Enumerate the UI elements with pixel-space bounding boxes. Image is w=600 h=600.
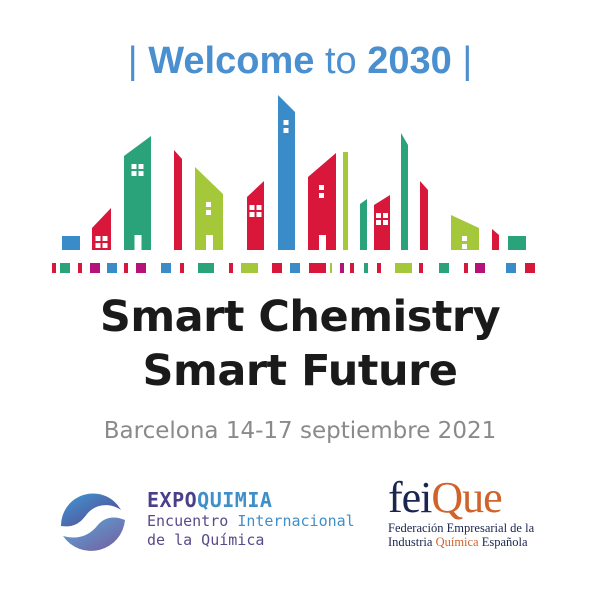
building-window: [206, 210, 211, 215]
ground-dash: [419, 263, 423, 273]
building-window: [462, 244, 467, 249]
ground-dash: [107, 263, 117, 273]
building: [174, 150, 182, 250]
ground-dash: [475, 263, 485, 273]
building: [374, 195, 390, 250]
building-window: [283, 128, 289, 133]
building-window: [102, 243, 108, 248]
ground-dash: [340, 263, 344, 273]
ground-dash: [52, 263, 56, 273]
headline-line2: Smart Future: [142, 346, 458, 396]
expoquimia-title: EXPOQUIMIA: [147, 488, 273, 512]
feique-wordmark: feiQue: [388, 473, 503, 522]
ground-dash: [290, 263, 300, 273]
building-window: [138, 171, 144, 176]
building: [62, 236, 80, 250]
building-door: [134, 235, 142, 250]
ground-dash: [229, 263, 233, 273]
building-window: [138, 164, 144, 169]
building: [247, 181, 264, 250]
ground-dash: [180, 263, 184, 273]
headline-line1: Smart Chemistry: [99, 292, 501, 342]
building-window: [256, 212, 262, 217]
building: [308, 153, 336, 250]
building: [92, 208, 111, 250]
ground-dash: [90, 263, 100, 273]
building: [124, 136, 151, 250]
feique-logo: feiQue Federación Empresarial de la Indu…: [388, 473, 558, 550]
building-window: [319, 193, 324, 198]
ground-dash: [439, 263, 449, 273]
building-window: [131, 171, 137, 176]
expoquimia-subtitle-1: Encuentro Internacional: [147, 512, 355, 530]
ground-dash: [364, 263, 368, 273]
building-window: [206, 202, 211, 207]
building-window: [383, 213, 388, 218]
ground-dash: [241, 263, 258, 273]
ground-dash: [60, 263, 70, 273]
welcome-heading: | Welcome to 2030 |: [127, 40, 473, 82]
building-door: [206, 235, 213, 250]
building-window: [249, 205, 255, 210]
ground-dash: [525, 263, 535, 273]
building-window: [95, 236, 101, 241]
ground-dash: [395, 263, 412, 273]
ground-dash: [330, 263, 332, 273]
building: [195, 167, 223, 250]
expoquimia-swirl-icon: [60, 493, 125, 551]
ground-dash: [309, 263, 326, 273]
building-window: [283, 120, 289, 125]
ground-dash: [161, 263, 171, 273]
feique-subtitle-1: Federación Empresarial de la: [388, 521, 535, 535]
building: [508, 236, 526, 250]
ground-dash: [198, 263, 214, 273]
ground-dash: [124, 263, 128, 273]
event-dates: Barcelona 14-17 septiembre 2021: [103, 418, 497, 444]
building: [343, 152, 348, 250]
ground-dash: [136, 263, 146, 273]
building-window: [462, 236, 467, 241]
building-window: [376, 220, 381, 225]
building: [420, 181, 428, 250]
feique-subtitle-2: Industria Química Española: [388, 535, 528, 549]
building-window: [319, 185, 324, 190]
expoquimia-subtitle-2: de la Química: [147, 531, 265, 549]
ground-dash: [377, 263, 381, 273]
building-window: [256, 205, 262, 210]
building-window: [131, 164, 137, 169]
building: [492, 229, 499, 250]
ground-dash: [78, 263, 82, 273]
building-door: [319, 235, 326, 250]
building-window: [249, 212, 255, 217]
building: [278, 95, 295, 250]
building: [451, 215, 479, 250]
ground-dash: [506, 263, 516, 273]
building-window: [95, 243, 101, 248]
building-window: [102, 236, 108, 241]
building: [401, 133, 408, 250]
ground-dash: [350, 263, 354, 273]
building-window: [376, 213, 381, 218]
ground-dash: [464, 263, 468, 273]
building: [360, 199, 367, 250]
ground-dash: [272, 263, 282, 273]
building-window: [383, 220, 388, 225]
